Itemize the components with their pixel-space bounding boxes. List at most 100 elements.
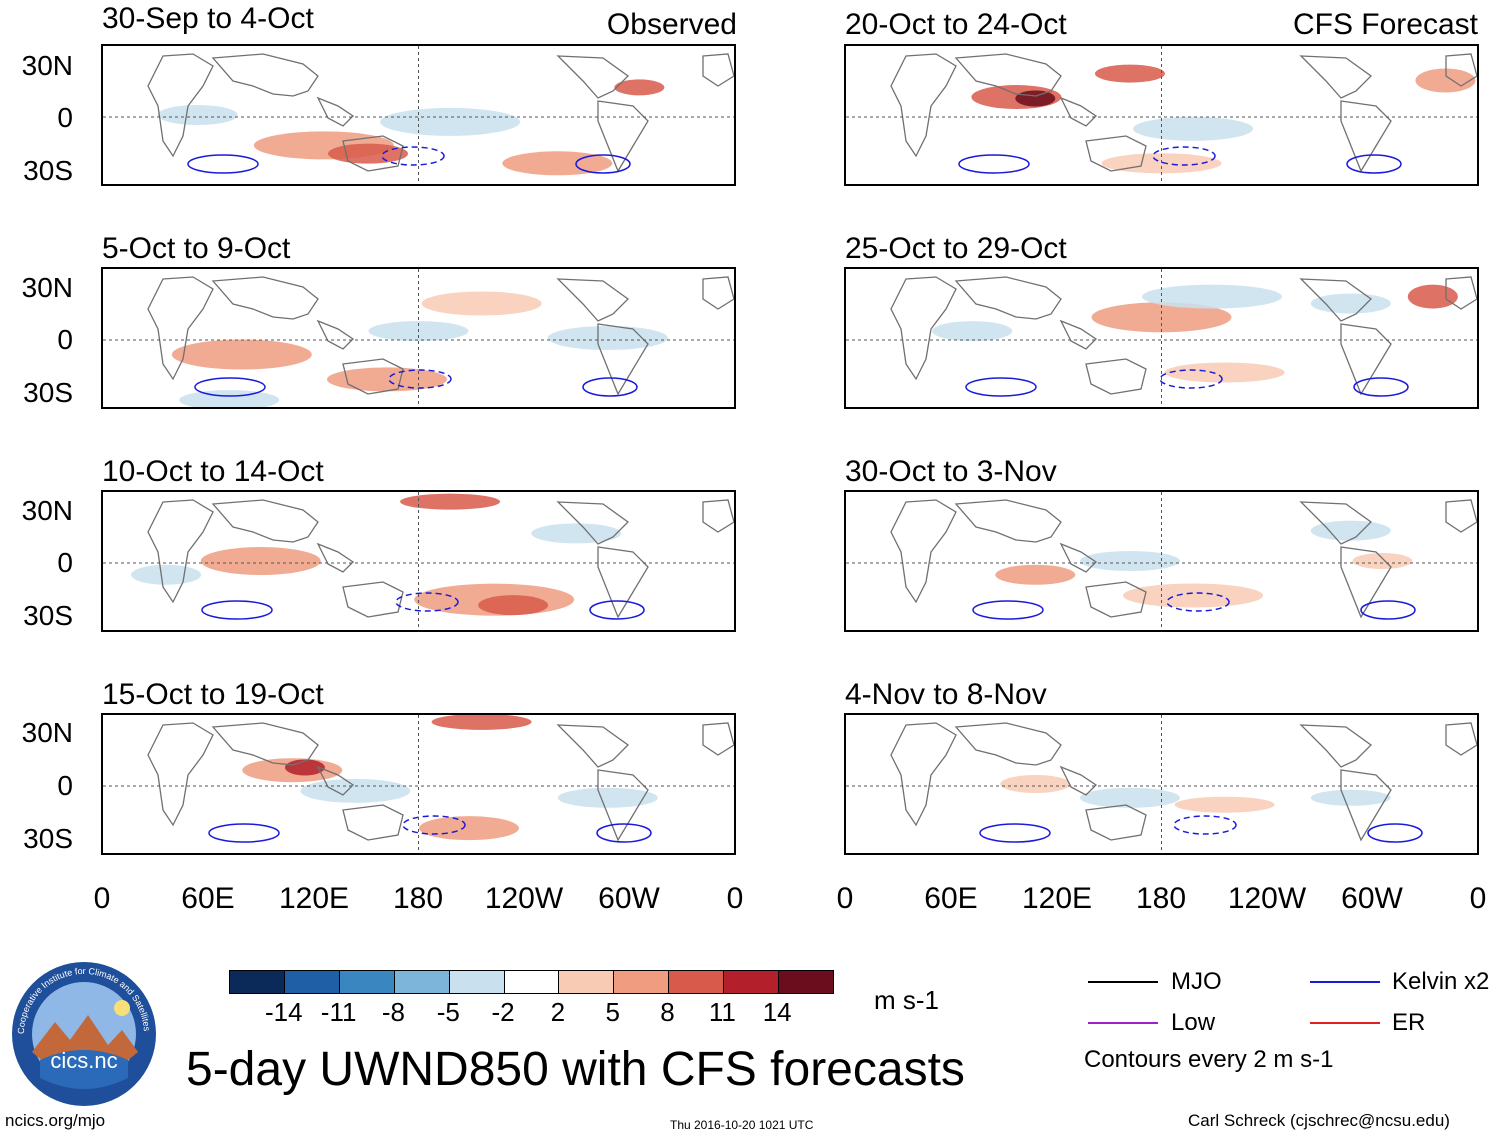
wind-anomaly-blob: [1310, 520, 1391, 541]
panel-title-3: 10-Oct to 14-Oct: [102, 455, 324, 488]
map-graphic: [103, 715, 734, 853]
wind-anomaly-blob: [418, 816, 519, 841]
coastline: [316, 765, 355, 796]
coastline: [316, 96, 355, 127]
coastline: [702, 722, 734, 756]
coastline: [1059, 542, 1098, 573]
wind-anomaly-blob: [131, 564, 202, 585]
kelvin-contour: [1166, 592, 1230, 612]
map-graphic: [103, 269, 734, 407]
map-panel-4: [101, 713, 736, 855]
colorbar-swatch: [668, 971, 724, 993]
kelvin-contour: [201, 600, 273, 620]
lon-label-60e: 60E: [181, 882, 235, 915]
footer-url: ncics.org/mjo: [5, 1111, 106, 1130]
lon-label-60e: 60E: [924, 882, 978, 915]
lat-label-30n: 30N: [21, 50, 73, 81]
cics-logo: Cooperative Institute for Climate and Sa…: [10, 960, 158, 1108]
lon-label-0-end: 0: [726, 882, 744, 915]
kelvin-contour: [395, 592, 459, 612]
lat-label-eq: 0: [57, 770, 73, 801]
coastline: [597, 323, 649, 396]
observed-label: Observed: [606, 8, 737, 41]
map-panel-8: [844, 713, 1479, 855]
lon-label-120e: 120E: [1021, 882, 1093, 915]
kelvin-contour: [388, 369, 452, 389]
wind-anomaly-blob: [400, 493, 501, 510]
wind-anomaly-blob: [1310, 293, 1391, 314]
colorbar-units: m s-1: [874, 985, 939, 1015]
coastline: [702, 276, 734, 310]
wind-anomaly-blob: [932, 321, 1013, 342]
lat-label-30s: 30S: [23, 377, 73, 408]
wind-anomaly-blob: [1079, 551, 1180, 571]
kelvin-contour: [972, 600, 1044, 620]
coastline: [702, 499, 734, 533]
lon-label-60w: 60W: [598, 882, 660, 915]
coastline: [342, 135, 404, 172]
lon-label-60w: 60W: [1341, 882, 1403, 915]
coastline: [211, 722, 319, 766]
lat-label-eq: 0: [57, 324, 73, 355]
coastline: [147, 499, 214, 604]
footer-timestamp: Thu 2016-10-20 1021 UTC: [670, 1118, 814, 1132]
colorbar-swatch: [778, 971, 833, 993]
colorbar-swatch: [338, 971, 394, 993]
map-graphic: [103, 492, 734, 630]
forecast-label: CFS Forecast: [1292, 8, 1478, 41]
kelvin-contour: [582, 377, 638, 397]
kelvin-contour: [1159, 369, 1223, 389]
kelvin-contour: [1173, 815, 1237, 835]
kelvin-contour: [979, 823, 1051, 843]
wind-anomaly-blob: [531, 523, 622, 544]
coastline: [1299, 55, 1373, 99]
coastline: [147, 53, 214, 158]
coastline: [342, 358, 404, 395]
coastline: [597, 546, 649, 619]
lon-label-180: 180: [1135, 882, 1187, 915]
wind-anomaly-blob: [1079, 787, 1180, 808]
footer-author: Carl Schreck (cjschrec@ncsu.edu): [1188, 1111, 1450, 1130]
colorbar-level-label: -5: [436, 997, 460, 1027]
kelvin-contour: [575, 154, 631, 174]
coastline: [1445, 53, 1477, 87]
coastline: [1299, 278, 1373, 322]
coastline: [556, 55, 630, 99]
wind-anomaly-blob: [1000, 775, 1071, 793]
coastline: [147, 722, 214, 827]
kelvin-contour: [1353, 377, 1409, 397]
kelvin-contour: [187, 154, 259, 174]
coastline: [1445, 499, 1477, 533]
logo-text: cics.nc: [50, 1048, 117, 1073]
lat-label-30n: 30N: [21, 495, 73, 526]
coastline: [211, 276, 319, 320]
colorbar-swatch: [393, 971, 449, 993]
kelvin-contour: [965, 377, 1037, 397]
colorbar-swatch: [558, 971, 614, 993]
colorbar: [229, 970, 834, 994]
low-legend-line: [1088, 1022, 1158, 1024]
wind-anomaly-blob: [478, 595, 549, 616]
coastline: [1445, 276, 1477, 310]
kelvin-contour: [1346, 154, 1402, 174]
colorbar-swatch: [723, 971, 779, 993]
coastline: [1059, 319, 1098, 350]
coastline: [1299, 501, 1373, 545]
panel-title-5: 20-Oct to 24-Oct: [845, 8, 1067, 41]
wind-anomaly-blob: [380, 107, 521, 136]
coastline: [1340, 769, 1392, 842]
coastline: [1340, 323, 1392, 396]
coastline: [342, 804, 404, 841]
coastline: [1059, 96, 1098, 127]
colorbar-level-label: -11: [320, 997, 357, 1027]
wind-anomaly-blob: [157, 105, 238, 125]
coastline: [1085, 358, 1147, 395]
contour-note: Contours every 2 m s-1: [1084, 1046, 1334, 1073]
map-panel-6: [844, 267, 1479, 409]
coastline: [702, 53, 734, 87]
wind-anomaly-blob: [326, 367, 447, 392]
panel-title-7: 30-Oct to 3-Nov: [845, 455, 1057, 488]
wind-anomaly-blob: [200, 547, 321, 575]
wind-anomaly-blob: [1164, 362, 1285, 383]
panel-title-2: 5-Oct to 9-Oct: [102, 232, 291, 265]
